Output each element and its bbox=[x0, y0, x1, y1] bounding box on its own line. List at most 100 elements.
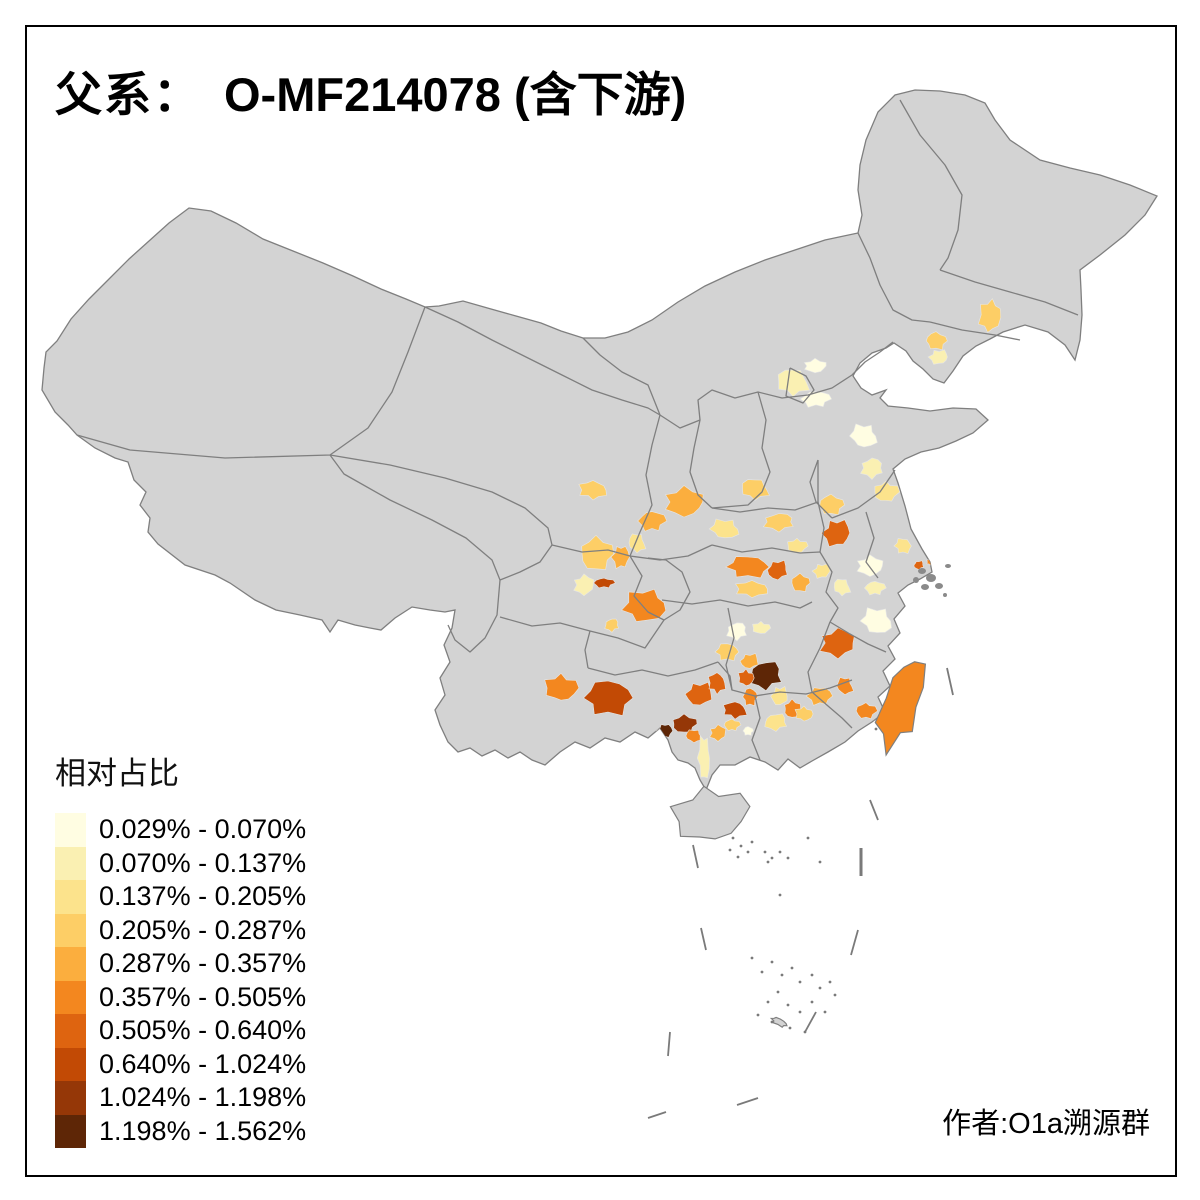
province-border bbox=[717, 661, 853, 697]
island-dot bbox=[770, 1020, 774, 1024]
province-border bbox=[629, 555, 691, 621]
island-dot bbox=[766, 860, 770, 864]
prefecture-region bbox=[833, 578, 852, 597]
prefecture-region bbox=[737, 668, 755, 687]
province-border bbox=[725, 607, 735, 691]
province-border bbox=[661, 599, 813, 609]
prefecture-region bbox=[739, 653, 759, 669]
province-border bbox=[424, 306, 661, 416]
prefecture-region bbox=[708, 672, 726, 695]
island-dot bbox=[778, 850, 782, 854]
province-border bbox=[899, 99, 963, 271]
legend-rows: 0.029% - 0.070% 0.070% - 0.137% 0.137% - 0… bbox=[55, 813, 306, 1148]
province-border bbox=[829, 621, 887, 653]
legend-title: 相对占比 bbox=[55, 756, 179, 791]
island-dot bbox=[780, 973, 784, 977]
prefecture-region bbox=[742, 726, 754, 736]
province-borders bbox=[76, 99, 1079, 761]
prefecture-region bbox=[752, 620, 772, 634]
boundary-dash bbox=[804, 1011, 817, 1033]
island-dot bbox=[739, 844, 743, 848]
province-border bbox=[817, 501, 825, 553]
island-dot bbox=[833, 993, 837, 997]
boundary-dash bbox=[700, 927, 707, 951]
province-border bbox=[711, 391, 771, 509]
island-dot bbox=[798, 1010, 802, 1014]
island-dot bbox=[770, 960, 774, 964]
prefecture-region bbox=[863, 580, 887, 596]
prefecture-region bbox=[777, 369, 811, 398]
legend-label: 0.070% - 0.137% bbox=[99, 847, 307, 878]
island-dot bbox=[828, 980, 832, 984]
legend-item: 0.205% - 0.287% bbox=[55, 913, 306, 947]
island bbox=[769, 1016, 788, 1028]
province-border bbox=[831, 469, 896, 519]
island-dot bbox=[810, 973, 814, 977]
islet bbox=[935, 583, 943, 589]
island-dot bbox=[790, 966, 794, 970]
province-border bbox=[711, 460, 819, 513]
prefecture-region bbox=[685, 729, 704, 744]
prefecture-region bbox=[859, 607, 892, 633]
prefecture-region bbox=[665, 485, 704, 518]
legend-item: 0.029% - 0.070% bbox=[55, 813, 306, 847]
province-border bbox=[751, 695, 761, 761]
legend-label: 0.029% - 0.070% bbox=[99, 814, 307, 844]
island-dot bbox=[776, 990, 780, 994]
island-dot bbox=[750, 840, 754, 844]
boundary-dash bbox=[946, 667, 954, 696]
legend-item: 0.505% - 0.640% bbox=[55, 1014, 306, 1048]
legend-swatch bbox=[55, 813, 86, 847]
legend-swatch bbox=[55, 880, 86, 914]
province-border bbox=[329, 454, 501, 653]
prefecture-region bbox=[762, 513, 794, 533]
legend-swatch bbox=[55, 1114, 86, 1148]
province-border bbox=[76, 306, 426, 459]
islet bbox=[945, 564, 951, 568]
prefecture-region bbox=[848, 423, 878, 448]
island-dot bbox=[763, 850, 767, 854]
prefecture-region bbox=[913, 560, 925, 570]
province-border bbox=[689, 419, 713, 509]
legend-swatch bbox=[55, 1047, 86, 1081]
page-title: 父系： O-MF214078 (含下游) bbox=[55, 56, 686, 125]
island-dot bbox=[766, 1000, 770, 1004]
province-border bbox=[857, 232, 931, 323]
plot-frame bbox=[25, 25, 1177, 1177]
island-dot bbox=[786, 856, 790, 860]
prefecture-region bbox=[764, 713, 788, 732]
islet bbox=[913, 577, 919, 583]
prefecture-region bbox=[573, 573, 595, 597]
boundary-dash bbox=[736, 1097, 759, 1106]
legend-label: 0.137% - 0.205% bbox=[99, 881, 307, 911]
prefecture-region bbox=[927, 349, 948, 365]
legend-item: 1.198% - 1.562% bbox=[55, 1114, 306, 1148]
legend-item: 0.137% - 0.205% bbox=[55, 880, 306, 914]
island-dot bbox=[823, 1010, 827, 1014]
prefecture-region bbox=[820, 519, 851, 547]
prefecture-region bbox=[803, 357, 827, 374]
islet bbox=[943, 593, 947, 597]
island-dot bbox=[818, 860, 822, 864]
legend-swatch bbox=[55, 1081, 86, 1115]
boundary-dash bbox=[869, 799, 879, 821]
title-prefix: 父系： bbox=[55, 70, 202, 122]
prefecture-region bbox=[977, 298, 1002, 333]
islet bbox=[918, 568, 926, 574]
legend-swatch bbox=[55, 846, 86, 880]
island-dot bbox=[756, 1013, 760, 1017]
prefecture-region bbox=[684, 681, 713, 706]
islet bbox=[921, 584, 929, 590]
prefecture-region bbox=[770, 686, 788, 706]
choropleth-patches bbox=[544, 298, 1002, 779]
prefecture-region bbox=[734, 580, 768, 599]
island-dot bbox=[806, 836, 810, 840]
coastal-islets bbox=[913, 564, 951, 597]
province-border bbox=[807, 621, 831, 693]
island bbox=[874, 661, 927, 757]
island-dot bbox=[810, 1000, 814, 1004]
island-dot bbox=[818, 986, 822, 990]
prefecture-region bbox=[791, 572, 811, 592]
legend-item: 0.070% - 0.137% bbox=[55, 846, 307, 880]
